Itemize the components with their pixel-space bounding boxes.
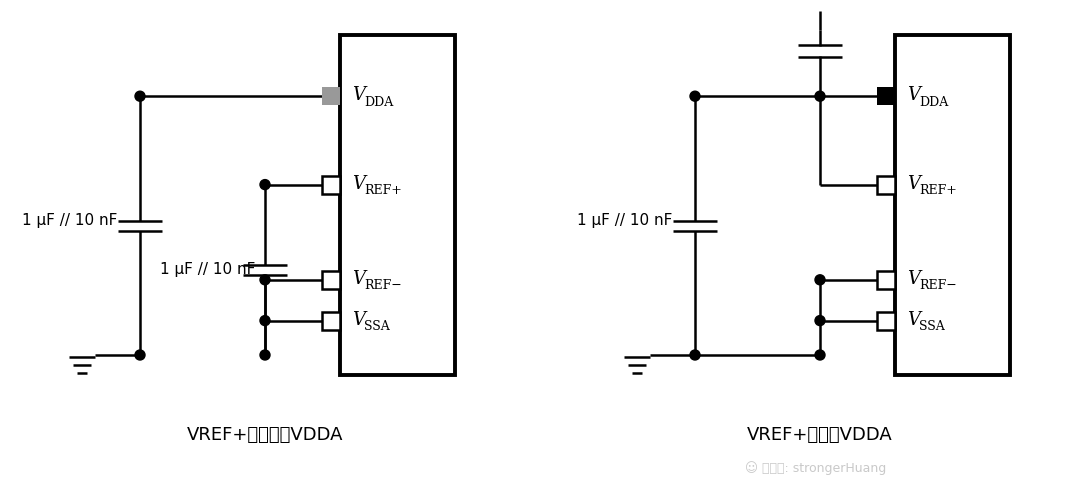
Text: DDA: DDA: [364, 96, 393, 109]
Text: REF−: REF−: [364, 279, 402, 292]
Text: REF+: REF+: [919, 184, 957, 197]
Text: DDA: DDA: [919, 96, 948, 109]
Text: REF+: REF+: [364, 184, 402, 197]
Bar: [895, 35, 1010, 375]
Circle shape: [690, 350, 700, 360]
Text: V: V: [352, 175, 365, 193]
Bar: [322, 312, 340, 329]
Circle shape: [135, 350, 145, 360]
Bar: [322, 271, 340, 289]
Bar: [877, 176, 895, 194]
Bar: [322, 176, 340, 194]
Text: V: V: [352, 310, 365, 328]
Bar: [322, 87, 340, 105]
Circle shape: [815, 350, 825, 360]
Text: REF−: REF−: [919, 279, 957, 292]
Text: V: V: [907, 86, 920, 104]
Text: V: V: [907, 310, 920, 328]
Circle shape: [135, 91, 145, 101]
Text: V: V: [907, 270, 920, 288]
Text: SSA: SSA: [919, 320, 945, 333]
Circle shape: [260, 350, 270, 360]
Circle shape: [815, 316, 825, 325]
Circle shape: [260, 180, 270, 190]
Text: V: V: [352, 270, 365, 288]
Circle shape: [815, 91, 825, 101]
Circle shape: [260, 316, 270, 325]
Text: V: V: [907, 175, 920, 193]
Text: 1 μF // 10 nF: 1 μF // 10 nF: [160, 263, 255, 277]
Bar: [877, 312, 895, 329]
Bar: [877, 271, 895, 289]
Text: 1 μF // 10 nF: 1 μF // 10 nF: [577, 213, 673, 228]
Text: 1 μF // 10 nF: 1 μF // 10 nF: [22, 213, 118, 228]
Circle shape: [690, 91, 700, 101]
Text: ☺ 微信号: strongerHuang: ☺ 微信号: strongerHuang: [745, 461, 887, 475]
Text: VREF+未连接到VDDA: VREF+未连接到VDDA: [187, 426, 343, 444]
Text: V: V: [352, 86, 365, 104]
Circle shape: [260, 275, 270, 285]
Text: SSA: SSA: [364, 320, 390, 333]
Circle shape: [815, 275, 825, 285]
Bar: [340, 35, 455, 375]
Bar: [877, 87, 895, 105]
Text: VREF+连接到VDDA: VREF+连接到VDDA: [747, 426, 893, 444]
